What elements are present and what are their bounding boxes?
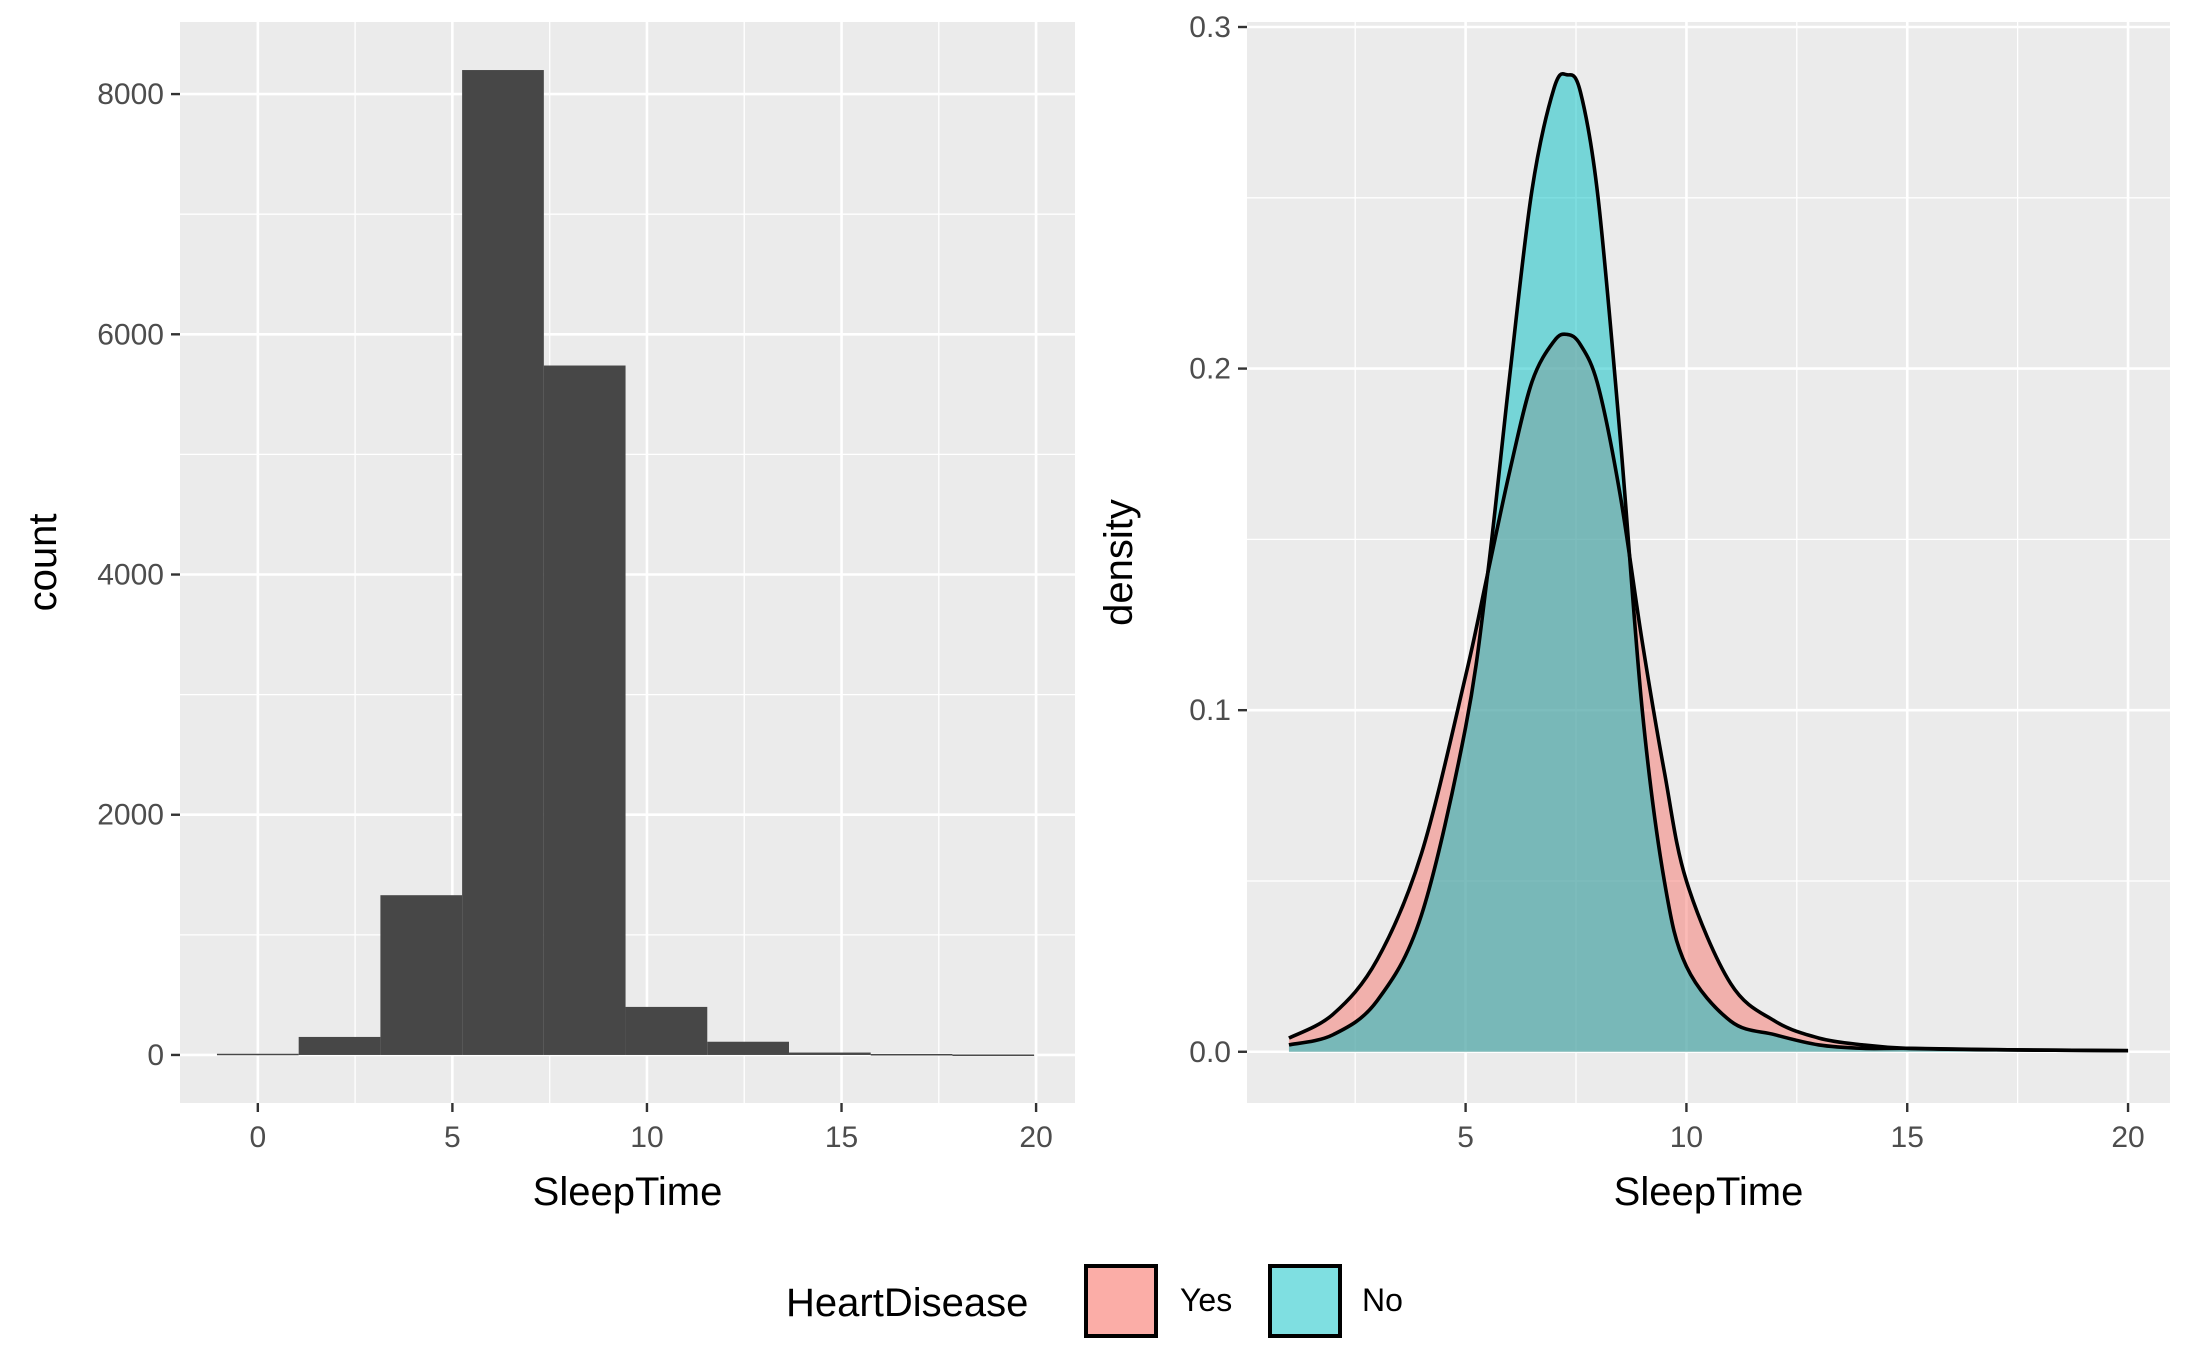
density-x-tick-label: 15 [1891, 1121, 1924, 1154]
density-line-no [1288, 72, 2129, 1053]
histogram-x-tick-label: 10 [630, 1121, 663, 1154]
histogram-y-tick-label: 0 [147, 1039, 164, 1072]
density-y-ticks: 0.0 0.1 0.2 0.3 [1189, 11, 1247, 1069]
histogram-bar [707, 1041, 789, 1055]
density-area-no [1288, 73, 2129, 1052]
histogram-bar [462, 70, 544, 1055]
density-y-axis-title: density [1097, 499, 1141, 626]
legend-key-no [1268, 1264, 1342, 1338]
histogram-bar [216, 1053, 299, 1056]
histogram-x-tick-label: 5 [444, 1121, 461, 1154]
density-y-tick-label: 0.2 [1189, 353, 1231, 386]
histogram-y-tick-label: 6000 [97, 318, 164, 351]
histogram-x-axis-title: SleepTime [533, 1170, 723, 1214]
histogram-x-tick-label: 0 [249, 1121, 266, 1154]
histogram-y-axis-title: count [21, 514, 65, 612]
density-panel: 5 10 15 20 0.0 0.1 0.2 0.3 SleepTime density [1097, 11, 2170, 1214]
legend: HeartDisease Yes No [786, 1264, 1403, 1338]
legend-label-no: No [1362, 1282, 1403, 1318]
density-x-tick-label: 5 [1457, 1121, 1474, 1154]
density-x-ticks: 5 10 15 20 [1457, 1103, 2145, 1154]
density-areas [1288, 72, 2129, 1053]
histogram-bar [543, 365, 626, 1055]
histogram-y-tick-label: 2000 [97, 799, 164, 832]
histogram-x-tick-label: 15 [825, 1121, 858, 1154]
density-y-tick-label: 0.0 [1189, 1036, 1231, 1069]
legend-title: HeartDisease [786, 1281, 1028, 1325]
histogram-y-tick-label: 8000 [97, 78, 164, 111]
legend-label-yes: Yes [1180, 1282, 1232, 1318]
histogram-bar [952, 1054, 1035, 1056]
density-line-yes [1288, 332, 2129, 1053]
density-x-tick-label: 20 [2111, 1121, 2144, 1154]
histogram-y-tick-label: 4000 [97, 559, 164, 592]
histogram-bar [625, 1006, 708, 1055]
histogram-bar [380, 895, 463, 1055]
histogram-bar [788, 1052, 871, 1055]
legend-key-yes [1084, 1264, 1158, 1338]
density-x-axis-title: SleepTime [1614, 1170, 1804, 1214]
histogram-x-tick-label: 20 [1019, 1121, 1052, 1154]
histogram-panel-background [180, 22, 1075, 1103]
histogram-y-ticks: 0 2000 4000 6000 8000 [97, 78, 180, 1072]
histogram-bar [870, 1053, 953, 1056]
density-y-tick-label: 0.1 [1189, 694, 1231, 727]
density-y-tick-label: 0.3 [1189, 11, 1231, 44]
histogram-bar [298, 1036, 381, 1055]
histogram-panel: 0 5 10 15 20 0 2000 4000 6000 8000 SleepTime cou… [21, 22, 1075, 1214]
histogram-x-ticks: 0 5 10 15 20 [249, 1103, 1053, 1154]
density-x-tick-label: 10 [1670, 1121, 1703, 1154]
histogram-bars [216, 70, 1035, 1056]
